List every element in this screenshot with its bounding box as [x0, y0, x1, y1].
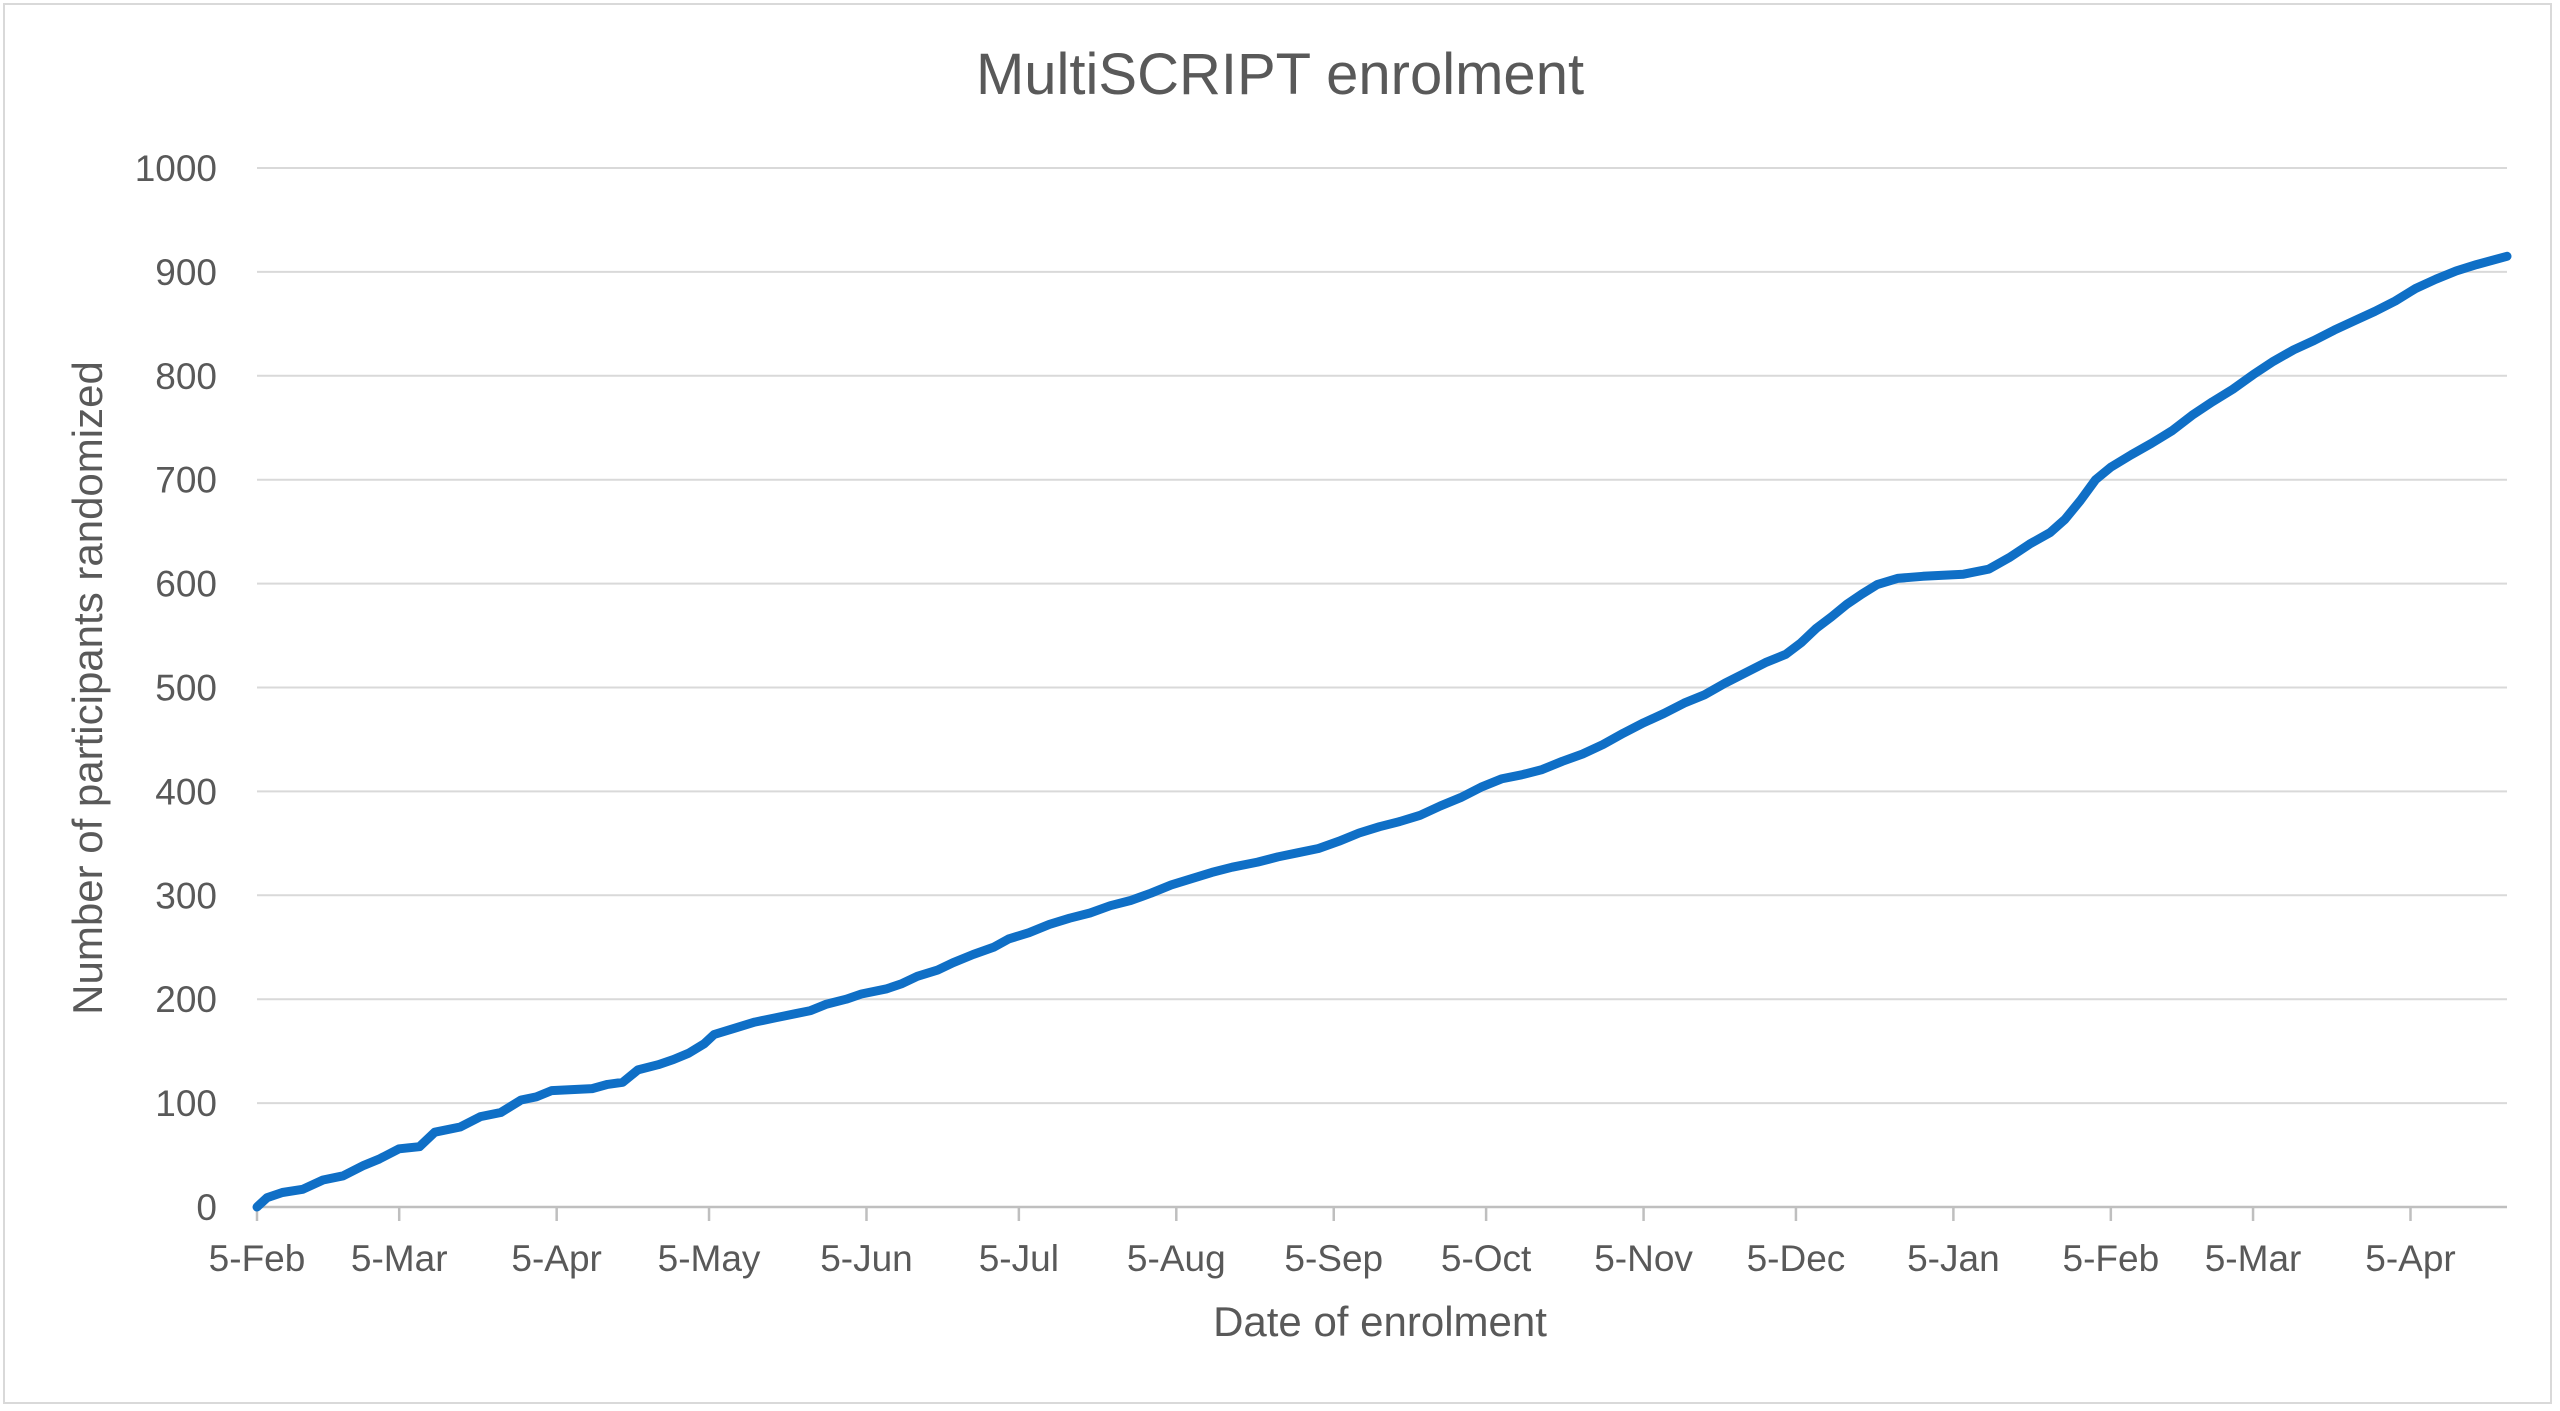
x-tick-label: 5-Jul	[979, 1238, 1059, 1279]
y-tick-label: 300	[155, 875, 217, 916]
y-tick-label: 900	[155, 252, 217, 293]
series-layer	[252, 251, 2512, 1212]
y-axis-title: Number of participants randomized	[64, 361, 111, 1015]
x-tick-label: 5-Aug	[1127, 1238, 1226, 1279]
chart-title: MultiSCRIPT enrolment	[976, 42, 1584, 107]
gridlines	[257, 167, 2507, 1105]
x-tick-label: 5-Feb	[2063, 1238, 2160, 1279]
y-axis-tick-labels: 0 100 200 300 400 500 600 700 800 900 1000	[135, 148, 217, 1228]
x-tick-label: 5-May	[658, 1238, 761, 1279]
x-tick-label: 5-Mar	[2205, 1238, 2302, 1279]
enrolment-series-line	[252, 251, 2512, 1212]
x-axis-tick-labels: 5-Feb 5-Mar 5-Apr 5-May 5-Jun 5-Jul 5-Aug 5-Sep…	[209, 1238, 2456, 1279]
x-tick-label: 5-Apr	[511, 1238, 601, 1279]
x-tick-label: 5-Mar	[351, 1238, 448, 1279]
x-tick-label: 5-Oct	[1441, 1238, 1532, 1279]
y-tick-label: 500	[155, 668, 217, 709]
y-tick-label: 0	[196, 1187, 217, 1228]
x-tick-label: 5-Nov	[1594, 1238, 1693, 1279]
x-tick-label: 5-Dec	[1747, 1238, 1846, 1279]
x-tick-label: 5-Jun	[820, 1238, 913, 1279]
x-axis	[255, 1205, 2507, 1221]
x-tick-label: 5-Jan	[1907, 1238, 2000, 1279]
y-tick-label: 400	[155, 771, 217, 812]
y-tick-label: 800	[155, 356, 217, 397]
x-axis-title: Date of enrolment	[1213, 1298, 1547, 1345]
y-tick-label: 600	[155, 564, 217, 605]
y-tick-label: 1000	[135, 148, 217, 189]
x-tick-label: 5-Feb	[209, 1238, 306, 1279]
x-tick-label: 5-Sep	[1284, 1238, 1383, 1279]
chart-frame	[3, 3, 2552, 1404]
x-tick-label: 5-Apr	[2365, 1238, 2455, 1279]
y-tick-label: 100	[155, 1083, 217, 1124]
y-tick-label: 700	[155, 460, 217, 501]
y-tick-label: 200	[155, 979, 217, 1020]
